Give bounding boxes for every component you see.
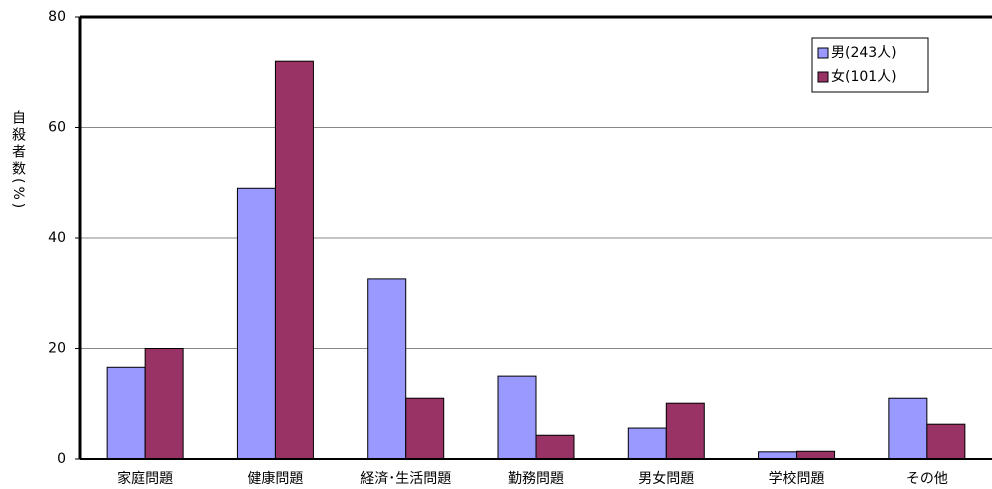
y-axis-label: 自殺者数(%): [10, 110, 26, 211]
y-tick-label: 20: [48, 341, 66, 357]
x-tick-label: 健康問題: [247, 470, 303, 487]
x-tick-label: 勤務問題: [508, 471, 564, 487]
bar: [665, 402, 705, 460]
bar: [497, 375, 537, 460]
bar: [627, 427, 667, 460]
bar: [236, 187, 276, 460]
bar: [367, 278, 407, 460]
y-tick-label: 0: [57, 451, 66, 467]
bar: [796, 450, 836, 460]
bar: [274, 60, 314, 460]
bar: [144, 348, 184, 460]
x-tick-label: 経済･生活問題: [360, 471, 451, 487]
bar: [535, 434, 575, 460]
bar: [106, 366, 146, 460]
bar: [405, 397, 445, 460]
bar: [758, 451, 798, 460]
bar: [888, 397, 928, 460]
x-tick-label: その他: [906, 471, 948, 487]
y-tick-label: 60: [48, 120, 66, 136]
legend-box: [811, 37, 929, 93]
bar: [926, 423, 966, 460]
legend-swatch: [817, 47, 829, 59]
legend-swatch: [817, 71, 829, 83]
legend-label: 男(243人): [831, 45, 897, 61]
legend-label: 女(101人): [831, 68, 897, 85]
x-tick-label: 男女問題: [638, 470, 694, 487]
x-tick-label: 家庭問題: [117, 470, 173, 487]
y-tick-label: 40: [48, 230, 66, 246]
y-tick-label: 80: [48, 9, 66, 25]
x-tick-label: 学校問題: [769, 470, 825, 487]
